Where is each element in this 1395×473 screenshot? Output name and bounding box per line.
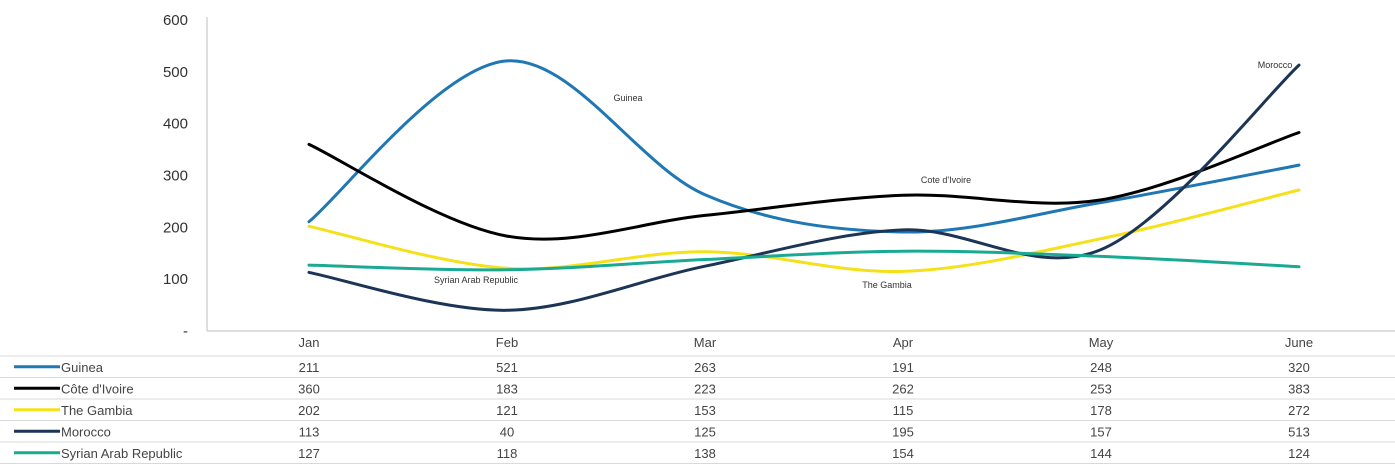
y-tick-label: 200 [163,219,188,236]
table-cell: 144 [1090,446,1112,461]
table-cell: 202 [298,403,320,418]
table-cell: 153 [694,403,716,418]
x-tick-label: May [1089,335,1114,350]
y-tick-label: 400 [163,116,188,133]
table-cell: 113 [299,424,320,439]
table-cell: 248 [1090,360,1112,375]
table-cell: 211 [299,360,320,375]
table-cell: 262 [892,381,914,396]
legend-label: Côte d'Ivoire [61,381,134,396]
y-tick-label: 500 [163,64,188,81]
y-tick-label: 300 [163,168,188,185]
annotation-label: Morocco [1258,60,1293,70]
table-cell: 138 [694,446,716,461]
legend-label: Morocco [61,424,111,439]
table-cell: 513 [1288,424,1310,439]
table-cell: 124 [1288,446,1310,461]
table-cell: 40 [500,424,514,439]
annotation-label: Syrian Arab Republic [434,275,519,285]
series-line [307,59,1301,234]
table-cell: 191 [892,360,914,375]
table-cell: 272 [1288,403,1310,418]
x-tick-label: Apr [893,335,914,350]
legend-label: Guinea [61,360,104,375]
x-tick-label: Jan [299,335,320,350]
table-cell: 154 [892,446,914,461]
table-cell: 178 [1090,403,1112,418]
table-cell: 125 [694,424,716,439]
table-cell: 263 [694,360,716,375]
table-cell: 320 [1288,360,1310,375]
x-tick-label: Feb [496,335,518,350]
annotation-label: Guinea [613,93,642,103]
table-cell: 360 [298,381,320,396]
table-cell: 121 [496,403,518,418]
x-tick-label: Mar [694,335,717,350]
y-tick-label: 100 [163,271,188,288]
table-cell: 115 [893,403,914,418]
x-tick-label: June [1285,335,1313,350]
table-cell: 223 [694,381,716,396]
table-cell: 127 [298,446,320,461]
annotation-label: The Gambia [862,280,912,290]
y-tick-label: 600 [163,12,188,29]
annotation-label: Cote d'Ivoire [921,175,971,185]
series-line [307,249,1301,272]
series-line [307,188,1301,274]
table-cell: 183 [496,381,518,396]
table-cell: 195 [892,424,914,439]
table-cell: 253 [1090,381,1112,396]
table-cell: 157 [1090,424,1112,439]
series-line [307,63,1301,312]
table-cell: 521 [496,360,518,375]
series-line [307,131,1301,241]
table-cell: 383 [1288,381,1310,396]
table-cell: 118 [497,446,518,461]
legend-label: Syrian Arab Republic [61,446,183,461]
legend-label: The Gambia [61,403,133,418]
y-tick-label: - [183,323,188,340]
